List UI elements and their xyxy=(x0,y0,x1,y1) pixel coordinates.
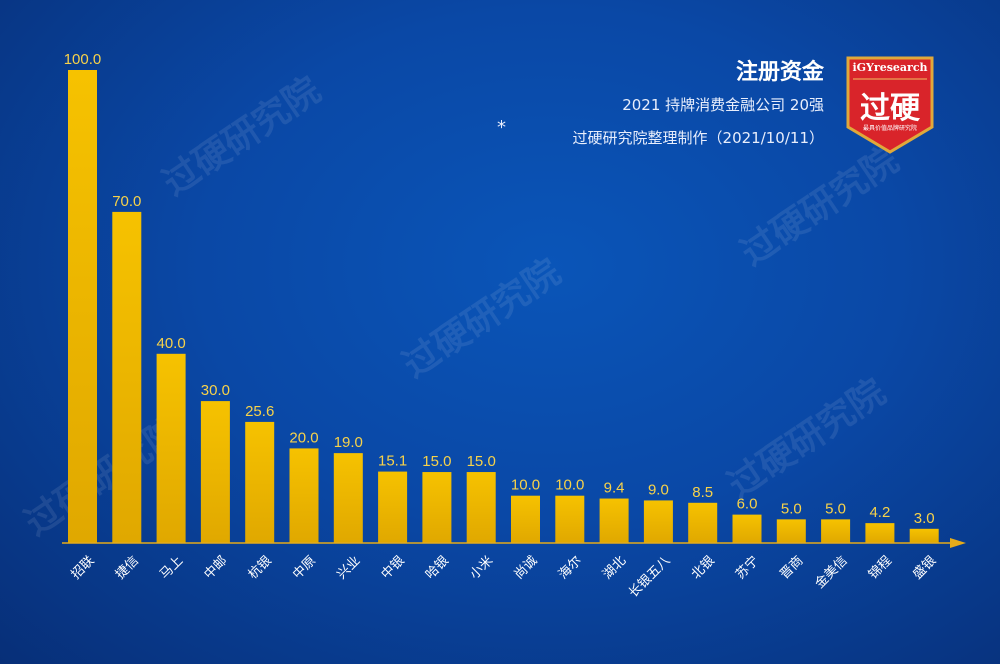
bar-20 xyxy=(909,528,939,543)
data-label: 15.0 xyxy=(422,453,451,470)
bar-14 xyxy=(643,500,673,543)
bar-17 xyxy=(776,519,806,543)
x-tick-label: 长银五八 xyxy=(626,553,673,600)
data-label: 40.0 xyxy=(156,335,185,352)
x-axis-arrow-icon xyxy=(950,538,966,548)
x-tick-label: 中邮 xyxy=(201,553,230,582)
data-label: 9.0 xyxy=(648,481,669,498)
data-label: 15.0 xyxy=(467,453,496,470)
bar-8 xyxy=(378,471,408,543)
data-label: 25.6 xyxy=(245,403,274,420)
data-label: 19.0 xyxy=(334,434,363,451)
x-tick-label: 兴业 xyxy=(334,553,363,582)
bar-10 xyxy=(466,472,496,543)
x-tick-label: 捷信 xyxy=(113,553,142,582)
badge-main-text: 过硬 xyxy=(860,91,920,126)
x-tick-label: 哈银 xyxy=(423,553,452,582)
note-asterisk: * xyxy=(497,117,506,138)
chart-title: 注册资金 xyxy=(735,60,824,85)
data-label: 20.0 xyxy=(289,429,318,446)
data-label: 10.0 xyxy=(555,477,584,494)
bar-2 xyxy=(112,211,142,543)
bar-18 xyxy=(821,519,851,543)
data-label: 3.0 xyxy=(914,510,935,527)
data-label: 6.0 xyxy=(737,496,758,513)
brand-badge-logo xyxy=(846,56,934,154)
x-tick-label: 尚诚 xyxy=(512,553,541,582)
bar-4 xyxy=(200,401,230,543)
x-tick-label: 北银 xyxy=(689,553,718,582)
bar-5 xyxy=(245,421,275,543)
badge-tagline: 最具价值品牌研究院 xyxy=(862,125,917,132)
x-tick-label: 中原 xyxy=(290,553,319,582)
data-label: 8.5 xyxy=(692,484,713,501)
bar-13 xyxy=(599,498,629,543)
bar-15 xyxy=(688,502,718,543)
data-label: 70.0 xyxy=(112,193,141,210)
x-tick-label: 马上 xyxy=(157,553,186,582)
bar-12 xyxy=(555,495,585,543)
chart-subtitle: 2021 持牌消费金融公司 20强 xyxy=(622,96,824,114)
x-tick-label: 招联 xyxy=(69,553,98,582)
x-tick-label: 金美信 xyxy=(812,553,851,592)
x-tick-label: 晋商 xyxy=(777,553,806,582)
source-note: 过硬研究院整理制作（2021/10/11） xyxy=(572,129,824,147)
x-tick-label: 中银 xyxy=(379,553,408,582)
bar-7 xyxy=(333,453,363,543)
x-tick-label: 海尔 xyxy=(556,553,585,582)
badge-brand-text: iGYresearch xyxy=(852,61,928,74)
bar-3 xyxy=(156,353,186,543)
x-tick-label: 杭银 xyxy=(246,553,275,582)
bar-9 xyxy=(422,472,452,543)
data-label: 10.0 xyxy=(511,477,540,494)
x-tick-label: 苏宁 xyxy=(732,553,762,583)
data-label: 4.2 xyxy=(869,504,890,521)
bar-11 xyxy=(511,495,540,543)
data-label: 9.4 xyxy=(604,480,625,497)
x-tick-label: 湖北 xyxy=(600,553,629,582)
bar-19 xyxy=(865,523,895,543)
data-label: 100.0 xyxy=(64,51,102,68)
bar-1 xyxy=(68,70,97,543)
x-tick-label: 锦程 xyxy=(866,553,895,582)
x-tick-label: 小米 xyxy=(467,553,496,582)
bar-6 xyxy=(289,448,319,543)
bar-16 xyxy=(732,514,762,543)
data-label: 15.1 xyxy=(378,453,407,470)
data-label: 30.0 xyxy=(201,382,230,399)
x-tick-label: 盛银 xyxy=(910,553,939,582)
data-label: 5.0 xyxy=(781,500,802,517)
data-label: 5.0 xyxy=(825,500,846,517)
